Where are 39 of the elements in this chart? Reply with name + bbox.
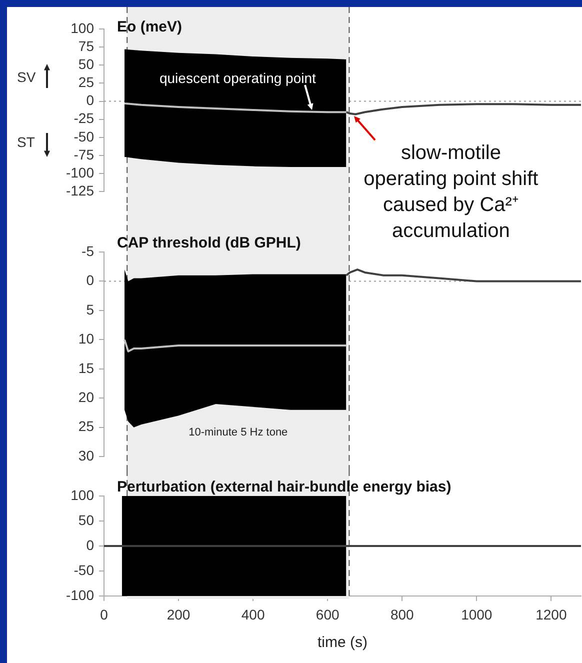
y-tick-label: 100 bbox=[70, 486, 94, 503]
x-tick-label: 1000 bbox=[461, 606, 492, 622]
y-tick-label: 50 bbox=[78, 56, 94, 72]
y-tick-label: 75 bbox=[78, 38, 94, 54]
x-tick-label: 600 bbox=[316, 606, 340, 622]
x-tick-label: 800 bbox=[390, 606, 414, 622]
x-axis-title: time (s) bbox=[318, 634, 368, 652]
y-tick-label: 30 bbox=[78, 447, 94, 464]
y-tick-label: 50 bbox=[78, 512, 94, 528]
y-tick-label: -5 bbox=[82, 242, 94, 259]
y-tick-label: -125 bbox=[66, 182, 94, 198]
y-tick-label: 100 bbox=[70, 20, 94, 36]
band-label: 10-minute 5 Hz tone bbox=[188, 426, 288, 439]
y-tick-label: 25 bbox=[78, 74, 94, 90]
y-tick-label: 0 bbox=[86, 536, 94, 553]
x-tick-label: 1200 bbox=[536, 606, 567, 622]
y-tick-label: 0 bbox=[86, 272, 94, 288]
y-tick-label: 25 bbox=[78, 418, 94, 434]
annotation: quiescent operating point bbox=[159, 70, 316, 86]
y-tick-label: -25 bbox=[74, 110, 94, 126]
y-tick-label: 15 bbox=[78, 360, 94, 376]
annotation: slow-motile operating point shift caused by Ca²⁺ accumulation bbox=[362, 141, 540, 244]
y-tick-label: -50 bbox=[74, 562, 94, 578]
y-tick-label: 0 bbox=[86, 92, 94, 108]
text: SV bbox=[17, 68, 36, 86]
chart-title: Perturbation (external hair-bundle energy bias) bbox=[117, 478, 452, 496]
y-tick-label: 10 bbox=[78, 330, 94, 347]
x-tick-label: 0 bbox=[100, 606, 108, 622]
x-tick-label: 400 bbox=[241, 606, 265, 622]
y-tick-label: -50 bbox=[74, 128, 94, 144]
chart-title: Eo (meV) bbox=[117, 18, 182, 36]
y-tick-label: 5 bbox=[86, 301, 94, 318]
x-tick-label: 200 bbox=[166, 606, 190, 622]
text: ST bbox=[17, 132, 35, 151]
y-tick-label: 20 bbox=[78, 389, 94, 405]
y-tick-label: -100 bbox=[66, 586, 94, 603]
y-tick-label: -75 bbox=[74, 146, 94, 162]
chart-title: CAP threshold (dB GPHL) bbox=[117, 234, 301, 252]
y-tick-label: -100 bbox=[66, 164, 94, 180]
